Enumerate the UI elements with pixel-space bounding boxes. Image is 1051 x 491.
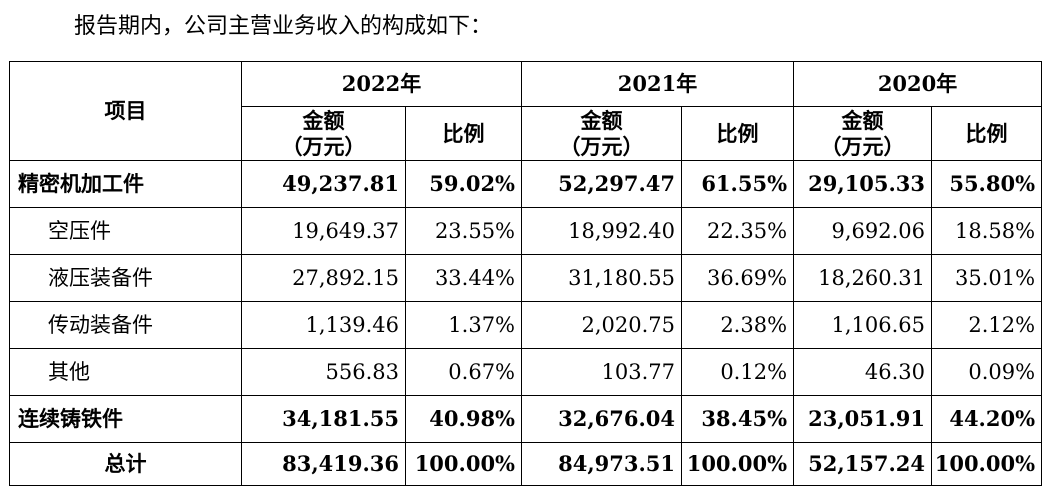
ratio-cell: 100.00% [404,442,523,486]
amount-cell: 18,992.40 [521,207,683,255]
amount-header-line1: 金额 [841,107,884,133]
amount-header: 金额 （万元） [241,106,406,161]
ratio-cell: 23.55% [404,207,523,255]
amount-cell: 46.30 [793,348,933,396]
table-row: 空压件 19,649.37 23.55% 18,992.40 22.35% 9,692.0… [9,207,1043,255]
ratio-cell: 22.35% [681,207,795,255]
ratio-cell: 38.45% [681,395,795,443]
ratio-cell: 2.12% [931,301,1043,349]
amount-cell: 19,649.37 [241,207,406,255]
ratio-cell: 33.44% [404,254,523,302]
amount-cell: 31,180.55 [521,254,683,302]
amount-header: 金额 （万元） [521,106,683,161]
amount-cell: 83,419.36 [241,442,406,486]
amount-cell: 9,692.06 [793,207,933,255]
ratio-cell: 0.12% [681,348,795,396]
ratio-cell: 36.69% [681,254,795,302]
amount-header-line2: （万元） [281,133,366,159]
ratio-cell: 1.37% [404,301,523,349]
row-label: 传动装备件 [9,301,242,349]
amount-header-line1: 金额 [580,107,623,133]
amount-header: 金额 （万元） [793,106,933,161]
amount-cell: 49,237.81 [241,160,406,208]
ratio-cell: 100.00% [931,442,1043,486]
amount-cell: 27,892.15 [241,254,406,302]
amount-cell: 556.83 [241,348,406,396]
amount-cell: 52,297.47 [521,160,683,208]
ratio-cell: 2.38% [681,301,795,349]
amount-cell: 84,973.51 [521,442,683,486]
ratio-header: 比例 [681,106,795,161]
amount-cell: 103.77 [521,348,683,396]
ratio-cell: 44.20% [931,395,1043,443]
row-label: 连续铸铁件 [9,395,242,443]
header-row-sub: 金额 （万元） 比例 金额 （万元） 比例 金额 （万元） 比例 [10,106,1043,161]
amount-cell: 1,106.65 [793,301,933,349]
ratio-cell: 100.00% [681,442,795,486]
amount-cell: 18,260.31 [793,254,933,302]
item-column-header: 项目 [9,61,242,161]
year-header-2022: 2022年 [240,61,523,107]
amount-cell: 1,139.46 [241,301,406,349]
row-label: 总计 [9,442,242,486]
row-label: 空压件 [9,207,242,255]
ratio-cell: 0.09% [931,348,1043,396]
year-header-2021: 2021年 [521,61,795,107]
ratio-cell: 0.67% [404,348,523,396]
amount-header-line1: 金额 [302,107,345,133]
ratio-cell: 40.98% [404,395,523,443]
table-row: 连续铸铁件 34,181.55 40.98% 32,676.04 38.45% 23,05… [9,395,1043,443]
amount-cell: 32,676.04 [521,395,683,443]
row-label: 其他 [9,348,242,396]
row-label: 精密机加工件 [9,160,242,208]
revenue-composition-table: 项目 2022年 2021年 2020年 金额 （万元） 比例 金额 （万元） 比例… [9,61,1043,486]
ratio-cell: 35.01% [931,254,1043,302]
ratio-cell: 55.80% [931,160,1043,208]
header-row-years: 项目 2022年 2021年 2020年 [9,61,1043,161]
table-row: 液压装备件 27,892.15 33.44% 31,180.55 36.69% 18,26… [9,254,1043,302]
ratio-header: 比例 [931,106,1043,161]
ratio-cell: 61.55% [681,160,795,208]
table-row: 传动装备件 1,139.46 1.37% 2,020.75 2.38% 1,106.65 2… [9,301,1043,349]
ratio-header: 比例 [404,106,523,161]
amount-header-line2: （万元） [820,133,905,159]
ratio-cell: 18.58% [931,207,1043,255]
amount-cell: 23,051.91 [793,395,933,443]
amount-header-line2: （万元） [559,133,644,159]
ratio-cell: 59.02% [404,160,523,208]
table-row: 总计 83,419.36 100.00% 84,973.51 100.00% 52,157… [9,442,1043,486]
table-row: 其他 556.83 0.67% 103.77 0.12% 46.30 0.09% [9,348,1043,396]
amount-cell: 52,157.24 [793,442,933,486]
table-body: 精密机加工件 49,237.81 59.02% 52,297.47 61.55% 29,1… [9,160,1043,486]
intro-text: 报告期内，公司主营业务收入的构成如下： [74,14,493,39]
year-header-2020: 2020年 [793,61,1043,107]
table-row: 精密机加工件 49,237.81 59.02% 52,297.47 61.55% 29,1… [9,160,1043,208]
amount-cell: 29,105.33 [793,160,933,208]
amount-cell: 34,181.55 [241,395,406,443]
row-label: 液压装备件 [9,254,242,302]
amount-cell: 2,020.75 [521,301,683,349]
